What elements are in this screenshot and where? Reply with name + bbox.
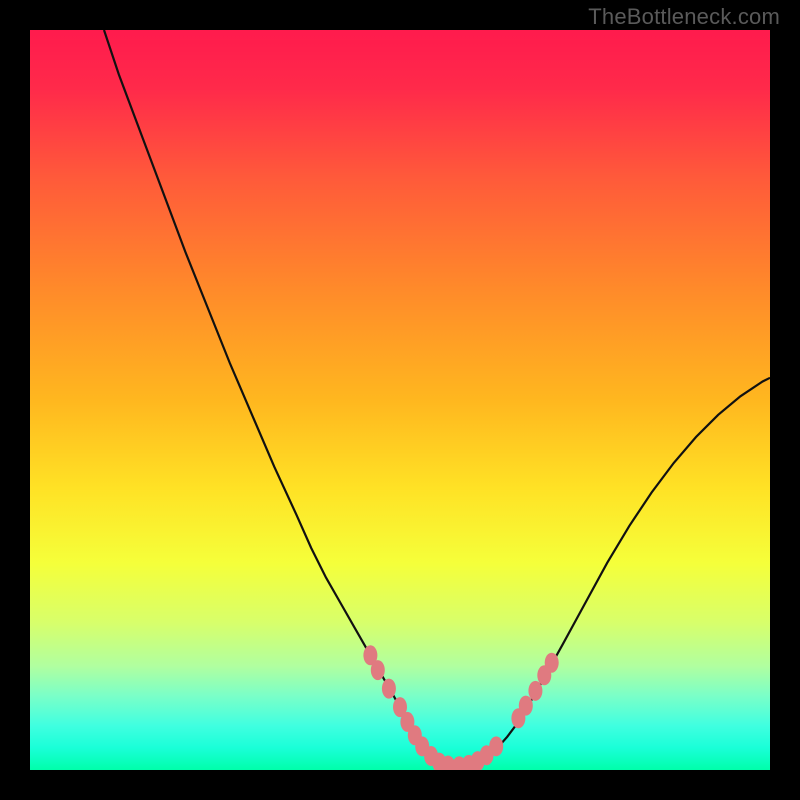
curve-marker <box>489 736 503 756</box>
bottleneck-chart <box>30 30 770 770</box>
curve-marker <box>371 660 385 680</box>
curve-marker <box>528 681 542 701</box>
watermark-text: TheBottleneck.com <box>588 4 780 30</box>
curve-marker <box>519 696 533 716</box>
curve-marker <box>545 653 559 673</box>
plot-background <box>30 30 770 770</box>
curve-marker <box>382 679 396 699</box>
